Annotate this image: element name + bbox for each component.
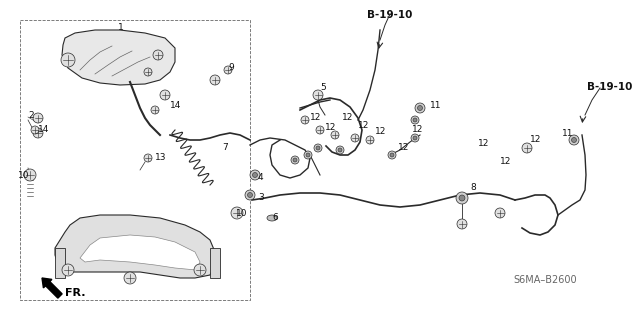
Text: 11: 11 (430, 100, 442, 109)
Circle shape (316, 146, 320, 150)
Text: 2: 2 (28, 110, 34, 120)
Circle shape (291, 156, 299, 164)
Text: 12: 12 (412, 125, 424, 135)
Text: 7: 7 (222, 144, 228, 152)
Text: 14: 14 (170, 100, 181, 109)
Text: 5: 5 (320, 84, 326, 93)
Circle shape (316, 126, 324, 134)
Circle shape (522, 143, 532, 153)
Circle shape (338, 148, 342, 152)
Circle shape (61, 53, 75, 67)
Circle shape (224, 66, 232, 74)
Circle shape (390, 153, 394, 157)
Circle shape (457, 219, 467, 229)
Circle shape (411, 116, 419, 124)
Circle shape (459, 195, 465, 201)
Text: 12: 12 (375, 128, 387, 137)
Circle shape (569, 135, 579, 145)
Circle shape (24, 169, 36, 181)
Text: B-19-10: B-19-10 (367, 10, 413, 20)
Circle shape (245, 190, 255, 200)
Circle shape (413, 136, 417, 140)
Ellipse shape (267, 215, 277, 221)
Circle shape (33, 128, 43, 138)
Text: 12: 12 (398, 144, 410, 152)
Circle shape (293, 158, 297, 162)
Circle shape (194, 264, 206, 276)
Circle shape (33, 113, 43, 123)
Circle shape (366, 136, 374, 144)
Circle shape (248, 192, 253, 197)
Text: 11: 11 (562, 129, 573, 137)
Text: B-19-10: B-19-10 (588, 82, 633, 92)
Circle shape (331, 131, 339, 139)
Circle shape (388, 151, 396, 159)
Circle shape (31, 126, 39, 134)
Polygon shape (55, 248, 65, 278)
Text: 3: 3 (258, 194, 264, 203)
Circle shape (304, 151, 312, 159)
Text: 12: 12 (342, 114, 353, 122)
Circle shape (306, 153, 310, 157)
Circle shape (250, 170, 260, 180)
Circle shape (231, 207, 243, 219)
Circle shape (62, 264, 74, 276)
Polygon shape (62, 30, 175, 85)
Circle shape (144, 68, 152, 76)
Text: 12: 12 (530, 136, 541, 145)
Circle shape (124, 272, 136, 284)
Circle shape (351, 134, 359, 142)
Text: 4: 4 (258, 174, 264, 182)
Text: 13: 13 (155, 153, 166, 162)
Circle shape (253, 173, 257, 177)
Circle shape (411, 134, 419, 142)
Text: 10: 10 (18, 170, 29, 180)
Text: 12: 12 (325, 122, 337, 131)
Text: 12: 12 (478, 138, 490, 147)
Polygon shape (55, 215, 215, 278)
Circle shape (144, 154, 152, 162)
FancyArrow shape (42, 278, 62, 298)
Text: 6: 6 (272, 213, 278, 222)
Circle shape (160, 90, 170, 100)
Circle shape (314, 144, 322, 152)
Circle shape (495, 208, 505, 218)
Text: FR.: FR. (65, 288, 86, 298)
Text: 12: 12 (358, 121, 369, 130)
Text: 9: 9 (228, 63, 234, 72)
Circle shape (313, 90, 323, 100)
Polygon shape (80, 235, 200, 270)
Circle shape (153, 50, 163, 60)
Circle shape (415, 103, 425, 113)
Circle shape (456, 192, 468, 204)
Text: 12: 12 (310, 113, 321, 122)
Circle shape (336, 146, 344, 154)
Circle shape (301, 116, 309, 124)
Text: S6MA–B2600: S6MA–B2600 (513, 275, 577, 285)
Circle shape (413, 118, 417, 122)
Text: 1: 1 (118, 24, 124, 33)
Circle shape (572, 137, 577, 143)
Text: 10: 10 (236, 209, 248, 218)
Text: 12: 12 (500, 158, 511, 167)
Circle shape (151, 106, 159, 114)
Circle shape (210, 75, 220, 85)
Polygon shape (210, 248, 220, 278)
Text: 14: 14 (38, 125, 49, 135)
Circle shape (417, 106, 422, 110)
Text: 8: 8 (470, 182, 476, 191)
